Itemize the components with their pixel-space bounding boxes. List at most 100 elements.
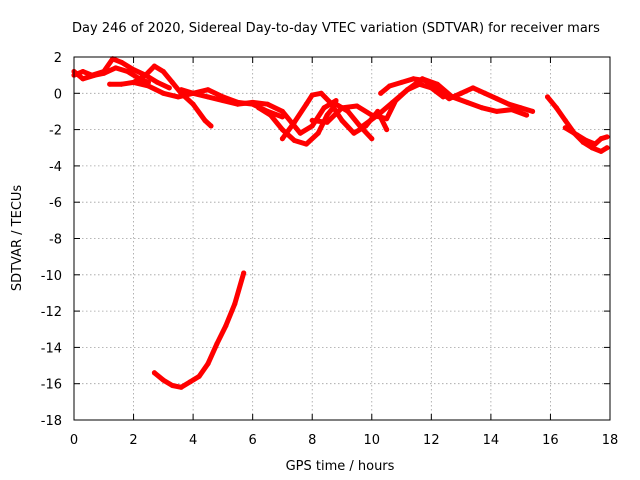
data-point — [178, 384, 184, 390]
x-tick-label: 8 — [308, 433, 316, 448]
data-point — [604, 134, 610, 140]
y-tick-label: -8 — [49, 233, 62, 248]
data-point — [303, 101, 309, 107]
data-point — [110, 56, 116, 62]
data-point — [482, 90, 488, 96]
chart-title: Day 246 of 2020, Sidereal Day-to-day VTE… — [72, 21, 600, 36]
data-point — [518, 105, 524, 111]
series-line-sat-a — [71, 56, 172, 91]
data-point — [321, 105, 327, 111]
data-point — [151, 63, 157, 69]
data-point — [279, 108, 285, 114]
data-point — [387, 83, 393, 89]
data-point — [360, 123, 366, 129]
data-point — [339, 105, 345, 111]
data-point — [265, 101, 271, 107]
x-tick-label: 12 — [423, 433, 440, 448]
data-point — [223, 323, 229, 329]
data-point — [583, 138, 589, 143]
data-point — [324, 112, 330, 118]
data-point — [589, 145, 595, 151]
data-point — [151, 370, 157, 376]
data-point — [318, 90, 324, 96]
data-point — [256, 105, 262, 111]
data-point — [303, 141, 309, 147]
data-point — [160, 69, 166, 74]
data-point — [351, 130, 357, 136]
data-point — [92, 72, 98, 78]
data-point — [169, 383, 175, 388]
data-point — [345, 108, 351, 114]
data-point — [143, 72, 148, 78]
data-point — [190, 90, 196, 96]
data-point — [119, 59, 125, 65]
data-point — [369, 136, 375, 142]
data-point — [101, 70, 107, 76]
data-point — [241, 270, 247, 276]
data-point — [166, 85, 172, 91]
data-point — [250, 99, 256, 105]
data-point — [160, 377, 166, 383]
y-tick-label: -2 — [49, 124, 62, 139]
data-point — [208, 123, 214, 129]
data-point — [604, 145, 610, 151]
y-tick-label: -6 — [49, 196, 62, 211]
data-point — [113, 65, 119, 71]
data-point — [464, 99, 470, 105]
data-point — [232, 301, 238, 307]
data-point — [214, 341, 220, 347]
data-point — [125, 69, 131, 74]
y-tick-label: 2 — [54, 51, 62, 66]
data-point — [384, 127, 390, 133]
y-tick-label: -12 — [41, 305, 62, 320]
data-point — [509, 107, 515, 113]
data-point — [145, 83, 151, 89]
data-point — [390, 99, 396, 105]
data-point — [592, 141, 598, 147]
data-point — [279, 127, 285, 133]
data-point — [405, 87, 410, 93]
data-point — [524, 112, 530, 118]
data-point — [131, 79, 137, 85]
data-point — [553, 105, 559, 111]
data-point — [119, 81, 125, 87]
x-tick-label: 2 — [129, 433, 137, 448]
grid — [74, 57, 610, 420]
data-point — [309, 118, 315, 123]
x-tick-label: 10 — [364, 433, 381, 448]
x-tick-label: 6 — [249, 433, 257, 448]
data-point — [494, 108, 500, 114]
data-point — [268, 112, 273, 118]
x-tick-label: 18 — [602, 433, 619, 448]
data-point — [470, 85, 476, 91]
data-point — [80, 76, 86, 82]
y-tick-label: 0 — [54, 87, 62, 102]
data-point — [434, 81, 440, 87]
data-point — [309, 123, 315, 129]
data-point — [562, 125, 568, 131]
x-tick-label: 4 — [189, 433, 197, 448]
data-point — [131, 67, 137, 73]
data-point — [190, 101, 196, 107]
data-point — [160, 90, 166, 96]
data-point — [378, 90, 384, 96]
data-point — [324, 119, 330, 125]
data-point — [449, 94, 455, 100]
data-point — [205, 94, 211, 100]
data-point — [574, 132, 580, 138]
data-point — [411, 76, 416, 82]
data-point — [205, 361, 211, 367]
data-point — [196, 373, 202, 379]
data-point — [205, 87, 211, 93]
x-tick-label: 16 — [542, 433, 559, 448]
x-tick-label: 0 — [70, 433, 78, 448]
y-axis-label: SDTVAR / TECUs — [10, 185, 25, 292]
data-point — [562, 118, 568, 123]
x-axis-label: GPS time / hours — [286, 459, 395, 474]
y-tick-label: -16 — [41, 378, 62, 393]
y-tick-label: -18 — [41, 414, 62, 429]
data-point — [598, 136, 604, 142]
data-point — [291, 138, 297, 143]
